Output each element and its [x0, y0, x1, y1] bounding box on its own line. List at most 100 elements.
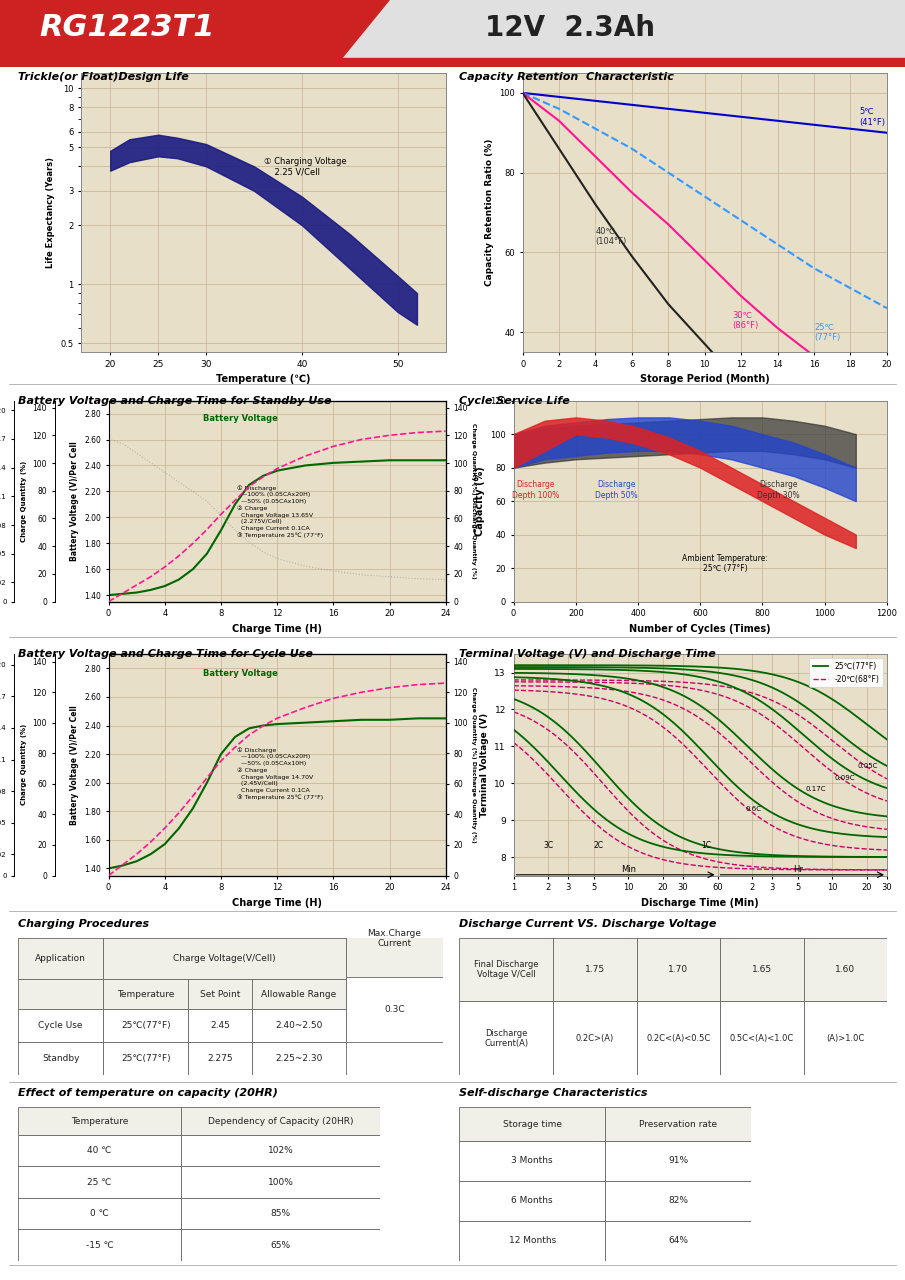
Text: Discharge
Depth 50%: Discharge Depth 50%: [595, 480, 637, 499]
Text: 85%: 85%: [271, 1210, 291, 1219]
Bar: [188, 1010, 252, 1042]
Y-axis label: Capacity (%): Capacity (%): [474, 466, 485, 536]
Text: Min: Min: [621, 865, 636, 874]
Text: ① Discharge
  —100% (0.05CAx20H)
  —50% (0.05CAx10H)
② Charge
  Charge Voltage 1: ① Discharge —100% (0.05CAx20H) —50% (0.0…: [237, 485, 323, 539]
Text: Hr: Hr: [793, 865, 803, 874]
Text: Capacity Retention  Characteristic: Capacity Retention Characteristic: [459, 72, 674, 82]
Text: 0.6C: 0.6C: [746, 806, 761, 812]
Text: 0.09C: 0.09C: [834, 774, 855, 781]
Bar: [804, 938, 887, 1001]
Bar: [188, 1042, 252, 1075]
Bar: [18, 1135, 181, 1166]
Bar: [181, 1229, 380, 1261]
Text: 0.2C<(A)<0.5C: 0.2C<(A)<0.5C: [646, 1034, 710, 1043]
Text: 25℃
(77°F): 25℃ (77°F): [814, 323, 841, 342]
Text: 0.17C: 0.17C: [805, 786, 826, 791]
X-axis label: Temperature (℃): Temperature (℃): [216, 374, 310, 384]
Text: 5℃
(41°F): 5℃ (41°F): [860, 108, 886, 127]
Text: 91%: 91%: [668, 1156, 688, 1166]
Y-axis label: Capacity Retention Ratio (%): Capacity Retention Ratio (%): [485, 138, 494, 287]
Bar: [188, 979, 252, 1010]
Text: Battery Voltage: Battery Voltage: [203, 669, 278, 678]
Y-axis label: Charge Quantity (%) Discharge Quantity (%): Charge Quantity (%) Discharge Quantity (…: [472, 424, 476, 579]
Y-axis label: Battery Voltage (V)/Per Cell: Battery Voltage (V)/Per Cell: [70, 442, 79, 561]
Text: 25℃(77°F): 25℃(77°F): [121, 1055, 170, 1064]
Text: Charging Procedures: Charging Procedures: [18, 919, 149, 929]
Text: 3C: 3C: [543, 841, 553, 850]
Text: Storage time: Storage time: [503, 1120, 562, 1129]
Bar: [459, 938, 553, 1001]
Bar: [181, 1198, 380, 1229]
Bar: [181, 1166, 380, 1198]
Text: 25℃(77°F): 25℃(77°F): [121, 1021, 170, 1030]
Text: 40℃
(104°F): 40℃ (104°F): [595, 227, 627, 246]
Text: ① Discharge
  —100% (0.05CAx20H)
  —50% (0.05CAx10H)
② Charge
  Charge Voltage 1: ① Discharge —100% (0.05CAx20H) —50% (0.0…: [237, 748, 323, 800]
Bar: [459, 1221, 605, 1261]
Text: 2.40~2.50: 2.40~2.50: [275, 1021, 322, 1030]
Bar: [804, 1001, 887, 1075]
Text: Charge Voltage(V/Cell): Charge Voltage(V/Cell): [173, 955, 276, 964]
Text: Discharge
Depth 30%: Discharge Depth 30%: [757, 480, 799, 499]
Y-axis label: Charge Quantity (%): Charge Quantity (%): [21, 724, 27, 805]
Bar: [0, 58, 905, 67]
Bar: [181, 1107, 380, 1135]
Text: 12V  2.3Ah: 12V 2.3Ah: [485, 14, 655, 42]
X-axis label: Number of Cycles (Times): Number of Cycles (Times): [630, 623, 771, 634]
Text: 2.25~2.30: 2.25~2.30: [275, 1055, 322, 1064]
Text: 40 ℃: 40 ℃: [88, 1146, 111, 1155]
Bar: [605, 1107, 751, 1140]
Bar: [103, 979, 188, 1010]
Text: Battery Voltage: Battery Voltage: [203, 413, 278, 422]
Text: ① Charging Voltage
    2.25 V/Cell: ① Charging Voltage 2.25 V/Cell: [263, 156, 347, 177]
Text: 0.3C: 0.3C: [385, 1005, 405, 1014]
Text: Allowable Range: Allowable Range: [262, 989, 337, 998]
Text: 0 ℃: 0 ℃: [90, 1210, 109, 1219]
Bar: [18, 1198, 181, 1229]
Text: 2C: 2C: [594, 841, 604, 850]
Text: 25 ℃: 25 ℃: [88, 1178, 111, 1187]
Text: RG1223T1: RG1223T1: [39, 14, 214, 42]
Text: Application: Application: [35, 955, 86, 964]
X-axis label: Charge Time (H): Charge Time (H): [233, 897, 322, 908]
Bar: [252, 1010, 346, 1042]
Text: Terminal Voltage (V) and Discharge Time: Terminal Voltage (V) and Discharge Time: [459, 649, 716, 659]
Text: Standby: Standby: [42, 1055, 80, 1064]
Bar: [18, 938, 103, 979]
Text: Final Discharge
Voltage V/Cell: Final Discharge Voltage V/Cell: [474, 960, 538, 979]
Bar: [103, 938, 346, 979]
Bar: [720, 1001, 804, 1075]
Text: 1.65: 1.65: [752, 965, 772, 974]
Text: -15 ℃: -15 ℃: [86, 1240, 113, 1249]
Text: 1.70: 1.70: [669, 965, 689, 974]
Y-axis label: Battery Voltage (V)/Per Cell: Battery Voltage (V)/Per Cell: [70, 705, 79, 824]
Text: Discharge
Current(A): Discharge Current(A): [484, 1029, 529, 1048]
Bar: [18, 1107, 181, 1135]
Bar: [720, 938, 804, 1001]
Text: 0.5C<(A)<1.0C: 0.5C<(A)<1.0C: [729, 1034, 794, 1043]
Text: Trickle(or Float)Design Life: Trickle(or Float)Design Life: [18, 72, 189, 82]
Text: Max.Charge
Current: Max.Charge Current: [367, 928, 422, 948]
Text: 6 Months: 6 Months: [511, 1197, 553, 1206]
Text: 0.05C: 0.05C: [858, 763, 878, 769]
Bar: [252, 979, 346, 1010]
Y-axis label: Life Expectancy (Years): Life Expectancy (Years): [46, 157, 55, 268]
Bar: [346, 897, 443, 979]
Text: 2.45: 2.45: [210, 1021, 230, 1030]
Text: 100%: 100%: [268, 1178, 293, 1187]
Bar: [605, 1140, 751, 1181]
Bar: [459, 1107, 605, 1140]
Text: (A)>1.0C: (A)>1.0C: [826, 1034, 864, 1043]
Bar: [637, 938, 720, 1001]
Bar: [459, 1001, 553, 1075]
Text: 65%: 65%: [271, 1240, 291, 1249]
Text: 64%: 64%: [668, 1236, 688, 1245]
X-axis label: Storage Period (Month): Storage Period (Month): [640, 374, 769, 384]
X-axis label: Discharge Time (Min): Discharge Time (Min): [642, 897, 759, 908]
Bar: [553, 938, 637, 1001]
Text: Battery Voltage and Charge Time for Cycle Use: Battery Voltage and Charge Time for Cycl…: [18, 649, 313, 659]
Text: Effect of temperature on capacity (20HR): Effect of temperature on capacity (20HR): [18, 1088, 278, 1098]
Text: 0.2C>(A): 0.2C>(A): [576, 1034, 614, 1043]
Bar: [103, 1010, 188, 1042]
Text: 3 Months: 3 Months: [511, 1156, 553, 1166]
Bar: [346, 977, 443, 1042]
